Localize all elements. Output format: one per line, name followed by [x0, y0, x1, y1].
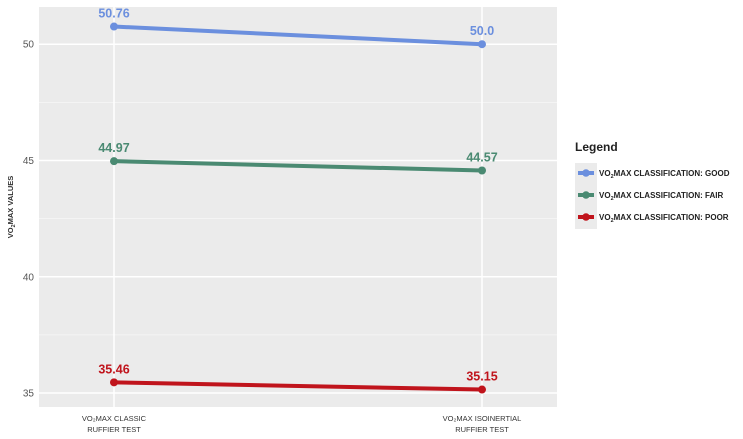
data-label: 35.46 — [98, 362, 129, 376]
series-line — [112, 380, 484, 392]
legend-item: VO2MAX CLASSIFICATION: FAIR — [578, 191, 723, 202]
y-tick-label: 40 — [23, 272, 35, 283]
legend-label: VO2MAX CLASSIFICATION: GOOD — [599, 169, 730, 180]
data-point — [110, 378, 118, 387]
legend-label-subscript: 2 — [611, 174, 614, 180]
data-point — [478, 385, 486, 394]
legend-title: Legend — [575, 140, 618, 154]
legend-label-part: MAX CLASSIFICATION: POOR — [614, 213, 729, 222]
data-label: 50.0 — [470, 24, 494, 38]
legend-label-subscript: 2 — [611, 218, 614, 224]
data-point — [110, 157, 118, 166]
y-axis-title-subscript: 2 — [11, 224, 17, 227]
y-axis-title: VO2MAX VALUES — [6, 176, 17, 239]
data-label: 35.15 — [466, 370, 497, 384]
legend-label-subscript: 2 — [611, 196, 614, 202]
legend-label-part: MAX CLASSIFICATION: GOOD — [614, 169, 730, 178]
legend-label: VO2MAX CLASSIFICATION: POOR — [599, 213, 729, 224]
legend-label-part: VO — [599, 213, 611, 222]
legend-label-part: VO — [599, 169, 611, 178]
data-label: 50.76 — [98, 7, 129, 21]
legend-item: VO2MAX CLASSIFICATION: GOOD — [578, 169, 730, 180]
legend-key-point — [582, 191, 590, 199]
series-line — [112, 159, 484, 173]
data-label: 44.97 — [98, 141, 129, 155]
legend-label: VO2MAX CLASSIFICATION: FAIR — [599, 191, 723, 202]
legend-key-point — [582, 213, 590, 221]
legend-label-part: VO — [599, 191, 611, 200]
y-axis-title-part: VO — [6, 227, 15, 238]
legend-item: VO2MAX CLASSIFICATION: POOR — [578, 213, 729, 224]
y-tick-label: 50 — [23, 40, 35, 51]
data-point — [478, 40, 486, 49]
series-layer: 50.76 50.0 44.97 44.57 35.46 35.15 — [98, 7, 498, 394]
series-3: 35.46 35.15 — [98, 362, 498, 394]
series-2: 44.97 44.57 — [98, 141, 498, 175]
y-axis-ticks: 35 40 45 50 — [23, 40, 35, 400]
y-axis-title-part: MAX VALUES — [6, 176, 15, 225]
x-tick-label: RUFFIER TEST — [87, 425, 141, 434]
legend-key-point — [582, 169, 590, 177]
series-line — [112, 24, 484, 47]
y-axis-title-group: VO2MAX VALUES — [6, 176, 17, 239]
data-point — [110, 22, 118, 31]
x-tick-label: VO₂MAX ISOINERTIAL — [443, 414, 522, 423]
legend-label-part: MAX CLASSIFICATION: FAIR — [614, 191, 724, 200]
series-1: 50.76 50.0 — [98, 7, 494, 49]
y-tick-label: 35 — [23, 389, 35, 400]
x-axis-ticks: VO₂MAX CLASSIC RUFFIER TEST VO₂MAX ISOINER… — [82, 414, 521, 434]
x-tick-label: VO₂MAX CLASSIC — [82, 414, 147, 423]
plot-panel — [39, 7, 557, 407]
data-point — [478, 166, 486, 175]
y-tick-label: 45 — [23, 156, 35, 167]
x-tick-label: RUFFIER TEST — [455, 425, 509, 434]
data-label: 44.57 — [466, 150, 497, 164]
